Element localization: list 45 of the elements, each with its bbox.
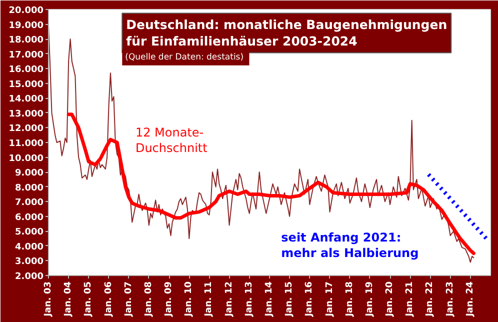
y-tick-label: 17.000: [8, 50, 44, 60]
x-tick-label: Jan. 19: [364, 282, 375, 318]
y-tick-label: 9.000: [15, 168, 44, 179]
annotation: 12 Monate- Duchschnitt: [135, 126, 208, 155]
y-tick-label: 5.000: [15, 228, 44, 238]
y-tick-label: 19.000: [8, 20, 44, 31]
y-tick-label: 8.000: [15, 183, 44, 194]
x-tick-label: Jan. 04: [64, 282, 74, 318]
x-tick-label: Jan. 15: [284, 282, 295, 318]
text: Deutschland: monatliche Baugenehmigungen für Einfamilienhäuser 2003-2024: [126, 17, 448, 49]
x-tick-label: Jan. 13: [244, 282, 254, 318]
x-tick-label: Jan. 09: [164, 282, 174, 318]
y-tick-label: 12.000: [8, 124, 44, 134]
x-tick-label: Jan. 05: [84, 282, 94, 318]
x-tick-label: Jan. 20: [385, 282, 396, 318]
y-tick-label: 11.000: [8, 139, 44, 149]
y-tick-label: 2.000: [15, 272, 44, 282]
x-tick-label: Jan. 24: [465, 282, 476, 318]
x-tick-label: Jan. 14: [264, 282, 274, 318]
y-tick-label: 4.000: [15, 242, 44, 252]
y-tick-label: 20.000: [8, 6, 44, 16]
x-tick-label: Jan. 10: [184, 282, 194, 318]
y-tick-label: 15.000: [8, 80, 44, 90]
y-tick-label: 16.000: [8, 65, 44, 76]
x-tick-label: Jan. 23: [445, 282, 456, 318]
y-tick-label: 10.000: [8, 154, 44, 164]
x-tick-label: Jan. 22: [425, 282, 436, 318]
y-tick-label: 3.000: [15, 257, 44, 268]
annotation: seit Anfang 2021: mehr als Halbierung: [281, 230, 419, 260]
x-tick-label: Jan. 11: [204, 282, 214, 318]
x-tick-label: Jan. 17: [324, 282, 335, 318]
x-tick-label: Jan. 21: [405, 282, 416, 318]
x-tick-label: Jan. 08: [144, 282, 154, 318]
y-tick-label: 6.000: [15, 212, 44, 223]
y-tick-label: 13.000: [8, 109, 44, 120]
x-tick-label: Jan. 03: [44, 282, 54, 318]
text: (Quelle der Daten: destatis): [125, 52, 244, 62]
y-tick-label: 7.000: [15, 198, 44, 208]
y-tick-label: 14.000: [8, 94, 44, 105]
x-tick-label: Jan. 06: [104, 282, 114, 318]
x-tick-label: Jan. 18: [344, 282, 355, 318]
x-tick-label: Jan. 16: [304, 282, 315, 318]
x-tick-label: Jan. 07: [124, 282, 134, 318]
x-tick-label: Jan. 12: [224, 282, 234, 318]
y-tick-label: 18.000: [8, 36, 44, 46]
